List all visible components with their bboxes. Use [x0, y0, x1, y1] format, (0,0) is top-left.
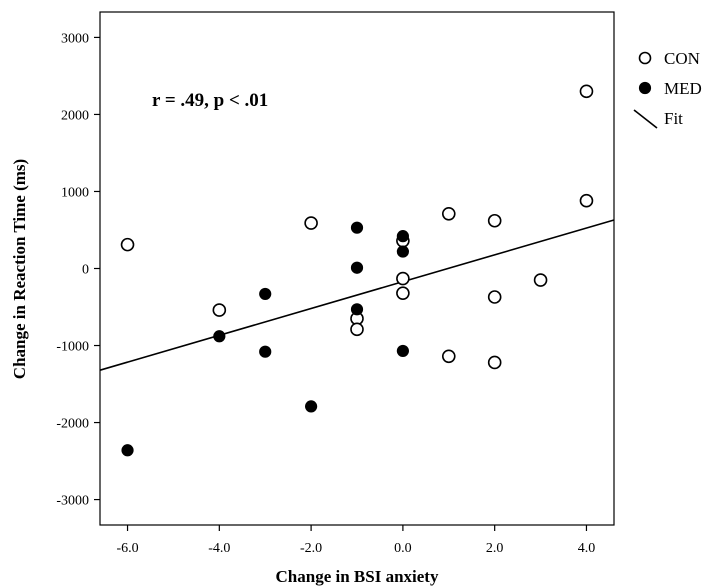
legend-con-marker: [638, 51, 652, 65]
x-tick-label: 2.0: [486, 541, 504, 556]
med-point: [259, 345, 272, 358]
y-tick-label: 1000: [61, 185, 89, 200]
med-point: [350, 303, 364, 316]
x-axis-ticks: -6.0 -4.0 -2.0 0.0 2.0 4.0: [116, 525, 595, 556]
y-tick-label: 3000: [61, 31, 89, 46]
med-point: [396, 230, 409, 243]
con-point: [441, 349, 456, 364]
y-tick-label: 2000: [61, 108, 89, 123]
con-point: [441, 207, 456, 221]
med-point: [396, 245, 409, 258]
x-tick-label: -6.0: [116, 541, 138, 556]
legend-fit-label: Fit: [664, 109, 683, 128]
y-tick-label: -2000: [56, 417, 89, 432]
fit-line: [99, 219, 615, 371]
med-point: [350, 221, 364, 234]
y-tick-label: -1000: [56, 340, 89, 355]
annotation-text: r = .49, p < .01: [152, 90, 268, 111]
x-tick-label: 4.0: [578, 541, 596, 556]
con-point: [487, 355, 502, 370]
legend-med-label: MED: [664, 79, 702, 98]
med-point: [259, 287, 272, 301]
con-point: [487, 290, 502, 304]
x-tick-label: 0.0: [394, 541, 412, 556]
med-point: [213, 330, 226, 343]
med-point: [121, 444, 134, 457]
legend-med-marker: [638, 81, 652, 95]
con-point: [304, 216, 318, 230]
x-axis-title: Change in BSI anxiety: [276, 567, 439, 586]
con-point: [396, 286, 410, 300]
x-tick-label: -2.0: [300, 541, 322, 556]
con-point: [579, 193, 594, 208]
y-tick-label: 0: [82, 263, 89, 278]
med-point: [305, 400, 318, 413]
con-point: [487, 213, 502, 228]
y-axis-title: Change in Reaction Time (ms): [10, 159, 29, 379]
con-point: [579, 84, 594, 99]
con-point: [533, 273, 548, 287]
legend-fit-line: [633, 109, 658, 129]
points-layer: [120, 84, 594, 457]
y-axis-ticks: 3000 2000 1000 0 -1000 -2000 -3000: [56, 31, 100, 509]
legend-con-label: CON: [664, 49, 700, 68]
med-point: [396, 344, 409, 358]
con-point: [120, 237, 135, 252]
med-point: [350, 261, 364, 274]
con-point: [212, 303, 227, 317]
con-point: [396, 271, 410, 286]
legend: CON MED Fit: [633, 49, 702, 129]
x-tick-label: -4.0: [208, 541, 230, 556]
con-point: [350, 322, 364, 337]
fit-layer: [99, 219, 615, 371]
y-tick-label: -3000: [56, 494, 89, 509]
